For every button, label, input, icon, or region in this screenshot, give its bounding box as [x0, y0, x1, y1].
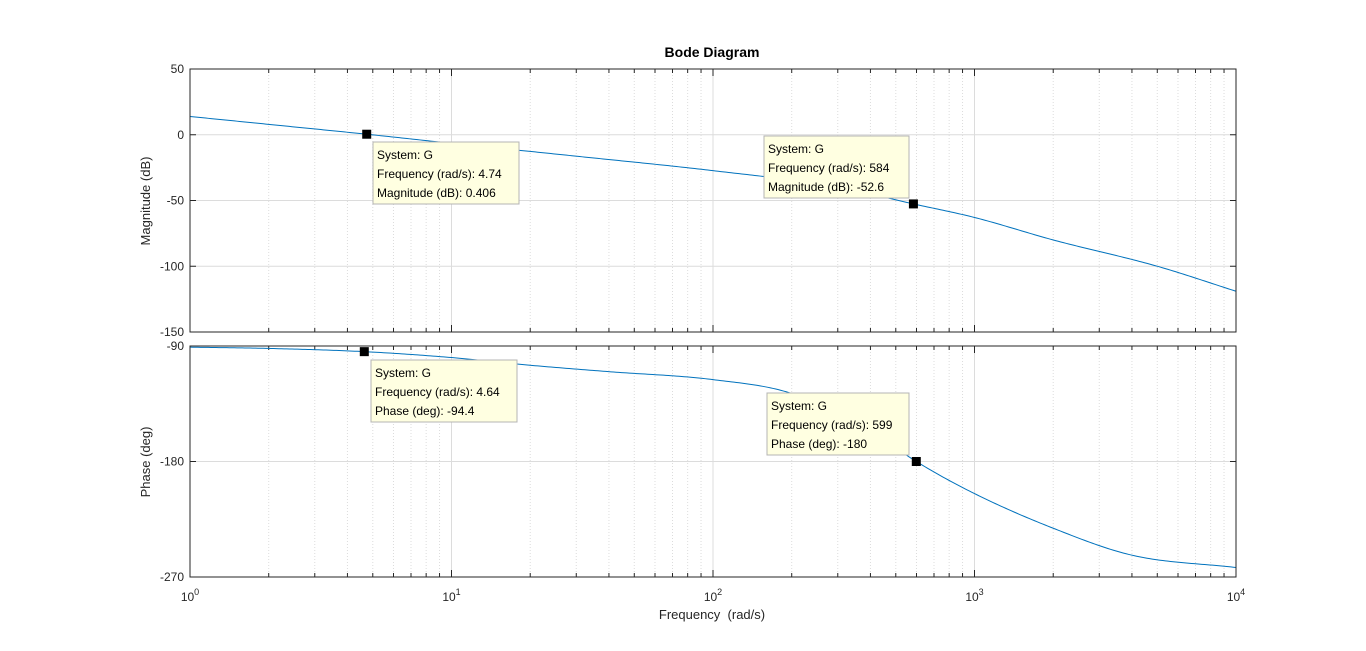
magnitude-y-tick-label: -100 — [160, 259, 184, 273]
phase-datatip[interactable]: System: G Frequency (rad/s): 4.64 Phase (d… — [359, 347, 518, 423]
magnitude-datatip-text: System: G — [377, 148, 433, 162]
x-tick-label: 104 — [1227, 587, 1245, 604]
phase-datatip-marker[interactable] — [911, 457, 921, 466]
magnitude-datatip-text: Magnitude (dB): -52.6 — [768, 180, 884, 194]
chart-title: Bode Diagram — [665, 44, 760, 60]
magnitude-datatip[interactable]: System: G Frequency (rad/s): 584 Magnitude… — [763, 135, 918, 209]
magnitude-datatip-marker[interactable] — [908, 199, 918, 209]
magnitude-datatip-text: Frequency (rad/s): 584 — [768, 161, 890, 175]
magnitude-datatip-box — [763, 135, 910, 199]
x-tick-label: 100 — [181, 587, 199, 604]
phase-datatip-text: Phase (deg): -180 — [771, 437, 867, 451]
magnitude-datatip-box — [372, 141, 520, 205]
magnitude-datatip-text: System: G — [768, 142, 824, 156]
magnitude-y-tick-label: 0 — [177, 128, 184, 142]
phase-datatip-text: System: G — [771, 399, 827, 413]
magnitude-datatip-marker[interactable] — [362, 129, 372, 139]
phase-y-tick-label: -90 — [167, 339, 185, 353]
x-tick-label: 101 — [442, 587, 460, 604]
phase-panel[interactable]: -90 -180 -270 100 101 102 103 104 System: G Frequ… — [160, 339, 1245, 604]
magnitude-y-tick-label: -150 — [160, 325, 184, 339]
x-tick-label: 102 — [704, 587, 722, 604]
magnitude-panel[interactable]: 50 0 -50 -100 -150 System: G Frequency (rad/s)… — [160, 62, 1237, 339]
phase-axis-label: Phase (deg) — [138, 427, 153, 498]
x-tick-label: 103 — [965, 587, 983, 604]
phase-datatip[interactable]: System: G Frequency (rad/s): 599 Phase (de… — [766, 392, 921, 466]
phase-y-tick-label: -270 — [160, 570, 184, 584]
phase-datatip-text: Frequency (rad/s): 599 — [771, 418, 893, 432]
phase-axes-box — [189, 345, 1237, 578]
magnitude-y-tick-label: 50 — [171, 62, 185, 76]
phase-datatip-box — [370, 359, 518, 423]
magnitude-axes-box — [189, 68, 1237, 333]
magnitude-datatip-text: Magnitude (dB): 0.406 — [377, 186, 496, 200]
phase-datatip-text: Phase (deg): -94.4 — [375, 404, 475, 418]
phase-datatip-text: System: G — [375, 366, 431, 380]
phase-datatip-marker[interactable] — [359, 347, 369, 357]
magnitude-datatip-text: Frequency (rad/s): 4.74 — [377, 167, 502, 181]
frequency-axis-label: Frequency (rad/s) — [659, 607, 765, 622]
magnitude-datatip[interactable]: System: G Frequency (rad/s): 4.74 Magnitud… — [362, 129, 520, 205]
magnitude-axis-label: Magnitude (dB) — [138, 157, 153, 246]
phase-datatip-box — [766, 392, 910, 456]
phase-y-tick-label: -180 — [160, 455, 184, 469]
phase-datatip-text: Frequency (rad/s): 4.64 — [375, 385, 500, 399]
magnitude-y-tick-label: -50 — [167, 194, 185, 208]
